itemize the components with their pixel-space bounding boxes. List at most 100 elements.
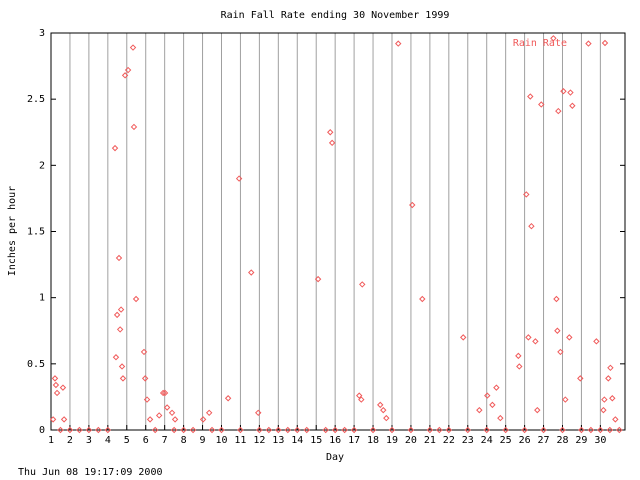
data-point (616, 426, 623, 434)
data-point (118, 363, 126, 370)
data-point (369, 426, 377, 434)
y-tick-label: 0 (39, 425, 45, 436)
data-point (170, 426, 178, 434)
data-point (49, 416, 57, 423)
data-point (521, 426, 528, 434)
x-tick-label: 25 (500, 435, 512, 446)
data-point (534, 406, 541, 414)
data-point (129, 44, 137, 51)
data-point (557, 348, 564, 356)
footer-timestamp: Thu Jun 08 19:17:09 2000 (18, 467, 163, 478)
plot-frame (50, 32, 626, 431)
data-point (256, 426, 263, 434)
data-point (540, 426, 547, 434)
data-point (601, 396, 608, 403)
data-point (117, 306, 125, 313)
x-tick-label: 1 (48, 435, 54, 446)
x-tick-label: 12 (253, 435, 265, 446)
data-point (143, 396, 151, 403)
data-point (224, 395, 232, 402)
x-tick-label: 8 (181, 435, 187, 446)
data-point (380, 406, 387, 414)
x-tick-label: 13 (272, 435, 284, 446)
x-tick-label: 21 (424, 435, 436, 446)
data-point (585, 40, 592, 47)
data-point (484, 392, 491, 399)
data-point (525, 334, 532, 341)
data-point (341, 426, 348, 434)
y-tick-label: 1 (39, 293, 45, 304)
x-tick-label: 30 (594, 435, 606, 446)
data-point (483, 426, 490, 434)
data-point (419, 295, 426, 303)
data-point (587, 426, 595, 434)
x-tick-label: 23 (462, 435, 474, 446)
data-point (532, 338, 539, 345)
data-point (95, 426, 102, 434)
data-point (115, 254, 123, 262)
data-point (146, 416, 154, 423)
data-point (205, 409, 213, 417)
data-point (208, 426, 216, 434)
y-tick-label: 3 (39, 28, 45, 39)
legend-marker (601, 39, 609, 47)
legend-label: Rain Rate (513, 38, 567, 49)
data-point (597, 426, 604, 434)
data-point (314, 275, 322, 283)
data-point (566, 334, 573, 341)
data-point (516, 363, 523, 370)
data-point (606, 426, 614, 434)
data-point (218, 426, 225, 434)
data-point (489, 401, 496, 409)
data-point (328, 139, 336, 147)
x-tick-label: 9 (200, 435, 206, 446)
data-point (528, 222, 535, 230)
data-point (577, 375, 584, 382)
data-point (553, 295, 560, 303)
data-point (155, 412, 163, 419)
x-tick-label: 6 (143, 435, 149, 446)
data-point (180, 426, 187, 434)
x-tick-label: 17 (348, 435, 360, 446)
data-point (395, 40, 402, 47)
x-tick-label: 28 (556, 435, 568, 446)
data-point (358, 396, 365, 403)
data-point (436, 426, 443, 434)
data-point (284, 426, 292, 434)
x-tick-label: 24 (481, 435, 493, 446)
data-point (493, 384, 500, 391)
data-point (409, 201, 416, 209)
data-point (538, 101, 545, 108)
data-point (294, 426, 301, 434)
data-point (112, 354, 120, 361)
x-tick-label: 26 (519, 435, 531, 446)
data-point (350, 426, 358, 434)
x-tick-label: 5 (124, 435, 130, 446)
data-point (303, 426, 310, 434)
data-point (497, 414, 504, 422)
data-point (567, 89, 574, 96)
x-axis-label: Day (326, 452, 344, 463)
data-point (60, 416, 68, 423)
data-point (327, 129, 334, 136)
data-point (85, 426, 93, 434)
y-tick-label: 1.5 (27, 227, 45, 238)
data-point (359, 281, 366, 288)
data-point (464, 426, 471, 434)
data-point (151, 426, 159, 434)
data-point (265, 426, 273, 434)
x-tick-label: 15 (310, 435, 322, 446)
data-point (559, 426, 566, 434)
x-tick-label: 27 (538, 435, 550, 446)
data-point (460, 334, 467, 341)
data-point (161, 389, 169, 397)
data-point (609, 395, 616, 402)
data-point (426, 426, 434, 434)
data-point (331, 426, 339, 434)
data-point (53, 389, 61, 397)
x-tick-label: 2 (67, 435, 73, 446)
data-point (130, 123, 138, 131)
data-point (248, 269, 255, 276)
data-point (168, 409, 176, 417)
